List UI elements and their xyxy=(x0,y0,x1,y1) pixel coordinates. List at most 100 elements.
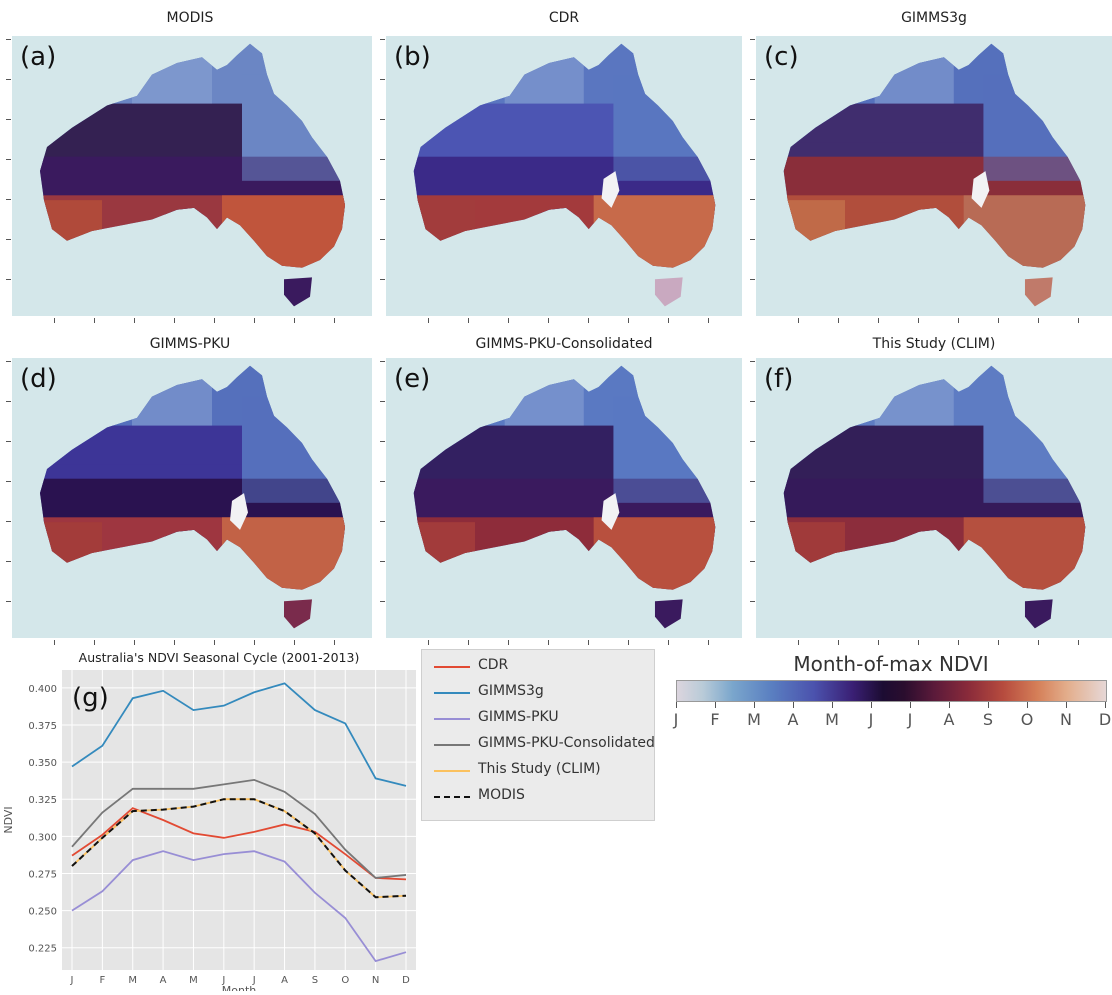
y-tick-label: 0.400 xyxy=(28,684,57,695)
colorbar-tick xyxy=(832,702,833,708)
x-tick-label: S xyxy=(312,975,318,986)
map-axis-tick xyxy=(214,318,215,323)
map-axis-tick xyxy=(94,318,95,323)
x-tick-label: J xyxy=(252,975,256,986)
y-axis-label: NDVI xyxy=(2,806,15,833)
colorbar-tick xyxy=(1066,702,1067,708)
colorbar-tick-label: A xyxy=(787,710,799,729)
chart-svg: 0.225 0.250 0.275 0.300 0.325 0.350 0.375 0.400… xyxy=(2,650,416,995)
series-line xyxy=(71,778,407,879)
map-axis-tick xyxy=(380,361,385,362)
plot-background xyxy=(62,670,416,970)
colorbar-tick xyxy=(988,702,989,708)
map-axis-tick xyxy=(798,640,799,645)
panel-label: (f) xyxy=(764,364,794,394)
map-axis-tick xyxy=(708,640,709,645)
map-axis-tick xyxy=(548,640,549,645)
legend-swatch xyxy=(434,718,470,720)
map-axis-tick xyxy=(380,79,385,80)
colorbar-tick-label: N xyxy=(1060,710,1072,729)
colorbar-tick-label: S xyxy=(982,710,994,729)
map-axis-tick xyxy=(1078,318,1079,323)
map-axis-tick xyxy=(468,640,469,645)
y-tick-label: 0.325 xyxy=(28,795,57,806)
map-axis-tick xyxy=(1038,640,1039,645)
legend-label: MODIS xyxy=(478,787,525,803)
map-axis-tick xyxy=(254,318,255,323)
map-axis-tick xyxy=(750,481,755,482)
map-axis-tick xyxy=(750,79,755,80)
map-axis-tick xyxy=(6,601,11,602)
map-axis-tick xyxy=(134,640,135,645)
colorbar-tick-label: M xyxy=(825,710,839,729)
colorbar xyxy=(676,680,1107,702)
map-axis-tick xyxy=(708,318,709,323)
panel-title: This Study (CLIM) xyxy=(872,336,996,352)
ndvi-seasonal-chart: 0.225 0.250 0.275 0.300 0.325 0.350 0.375 0.400… xyxy=(0,648,420,995)
panel-title: GIMMS3g xyxy=(901,10,967,26)
colorbar-tick-label: J xyxy=(868,710,874,729)
panel-title: GIMMS-PKU xyxy=(149,336,231,352)
map-axis-tick xyxy=(750,199,755,200)
map-axis-tick xyxy=(6,401,11,402)
map-axis-tick xyxy=(798,318,799,323)
map-axis-tick xyxy=(380,159,385,160)
x-tick-label: D xyxy=(402,975,410,986)
map-axis-tick xyxy=(918,640,919,645)
map-panel: (b) xyxy=(386,36,742,316)
map-axis-tick xyxy=(6,239,11,240)
map-axis-tick xyxy=(838,318,839,323)
map-axis-tick xyxy=(750,561,755,562)
legend-swatch xyxy=(434,744,470,746)
map-axis-tick xyxy=(380,481,385,482)
legend-swatch xyxy=(434,770,470,772)
map-axis-tick xyxy=(750,239,755,240)
legend-label: GIMMS-PKU-Consolidated xyxy=(478,735,655,751)
colorbar-tick xyxy=(1027,702,1028,708)
map-axis-tick xyxy=(668,318,669,323)
y-tick-label: 0.375 xyxy=(28,721,57,732)
map-axis-tick xyxy=(958,318,959,323)
map-axis-tick xyxy=(94,640,95,645)
map-axis-tick xyxy=(380,239,385,240)
x-tick-label: A xyxy=(160,975,167,986)
panel-label: (d) xyxy=(20,364,57,394)
colorbar-tick-label: O xyxy=(1020,710,1034,729)
map-axis-tick xyxy=(6,79,11,80)
map-axis-tick xyxy=(294,640,295,645)
legend-swatch xyxy=(434,692,470,694)
map-axis-tick xyxy=(174,640,175,645)
map-axis-tick xyxy=(838,640,839,645)
map-axis-tick xyxy=(6,561,11,562)
colorbar-tick xyxy=(910,702,911,708)
map-panel: (a) xyxy=(12,36,372,316)
map-axis-tick xyxy=(380,561,385,562)
colorbar-tick xyxy=(676,702,677,708)
colorbar-tick xyxy=(1105,702,1106,708)
panel-label: (b) xyxy=(394,42,431,72)
map-axis-tick xyxy=(668,640,669,645)
map-axis-tick xyxy=(380,199,385,200)
map-axis-tick xyxy=(54,640,55,645)
map-axis-tick xyxy=(750,279,755,280)
map-axis-tick xyxy=(878,318,879,323)
y-tick-label: 0.350 xyxy=(28,758,57,769)
map-axis-tick xyxy=(6,199,11,200)
map-axis-tick xyxy=(380,521,385,522)
map-axis-tick xyxy=(380,39,385,40)
legend-label: GIMMS3g xyxy=(478,683,544,699)
colorbar-tick xyxy=(754,702,755,708)
map-axis-tick xyxy=(134,318,135,323)
map-axis-tick xyxy=(750,159,755,160)
y-tick-label: 0.225 xyxy=(28,944,57,955)
map-axis-tick xyxy=(214,640,215,645)
map-axis-tick xyxy=(294,318,295,323)
map-axis-tick xyxy=(750,441,755,442)
x-tick-label: O xyxy=(341,975,349,986)
x-tick-label: M xyxy=(128,975,137,986)
colorbar-tick-label: J xyxy=(673,710,679,729)
map-axis-tick xyxy=(428,318,429,323)
x-tick-label: M xyxy=(189,975,198,986)
map-axis-tick xyxy=(428,640,429,645)
colorbar-tick xyxy=(715,702,716,708)
